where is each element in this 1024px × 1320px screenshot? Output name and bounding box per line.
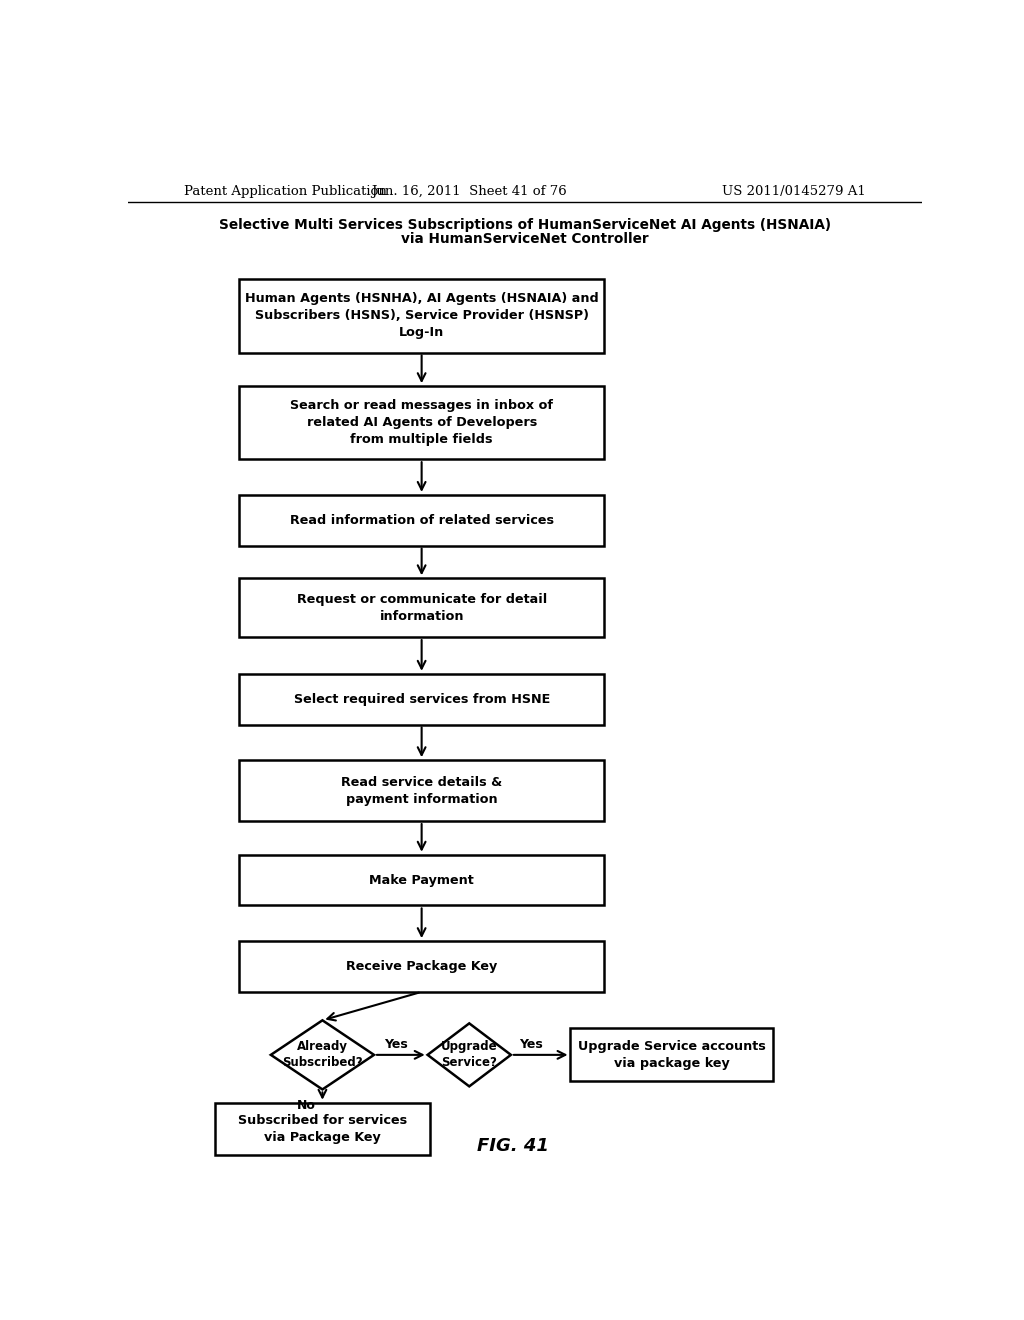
Text: Make Payment: Make Payment xyxy=(370,874,474,887)
Polygon shape xyxy=(270,1020,374,1089)
Text: Read service details &
payment information: Read service details & payment informati… xyxy=(341,776,502,805)
Text: Jun. 16, 2011  Sheet 41 of 76: Jun. 16, 2011 Sheet 41 of 76 xyxy=(372,185,567,198)
FancyBboxPatch shape xyxy=(239,385,604,459)
Text: Patent Application Publication: Patent Application Publication xyxy=(183,185,386,198)
Text: Upgrade
Service?: Upgrade Service? xyxy=(441,1040,498,1069)
Text: No: No xyxy=(297,1100,316,1113)
Text: Yes: Yes xyxy=(519,1039,543,1051)
Text: Human Agents (HSNHA), AI Agents (HSNAIA) and
Subscribers (HSNS), Service Provide: Human Agents (HSNHA), AI Agents (HSNAIA)… xyxy=(245,293,598,339)
Text: Already
Subscribed?: Already Subscribed? xyxy=(283,1040,362,1069)
Text: Read information of related services: Read information of related services xyxy=(290,513,554,527)
Text: Request or communicate for detail
information: Request or communicate for detail inform… xyxy=(297,593,547,623)
FancyBboxPatch shape xyxy=(239,760,604,821)
Text: FIG. 41: FIG. 41 xyxy=(477,1138,549,1155)
FancyBboxPatch shape xyxy=(239,854,604,906)
Text: Subscribed for services
via Package Key: Subscribed for services via Package Key xyxy=(238,1114,407,1144)
Text: US 2011/0145279 A1: US 2011/0145279 A1 xyxy=(722,185,866,198)
Text: Select required services from HSNE: Select required services from HSNE xyxy=(294,693,550,706)
FancyBboxPatch shape xyxy=(239,578,604,638)
FancyBboxPatch shape xyxy=(239,941,604,991)
Text: Yes: Yes xyxy=(384,1039,409,1051)
Text: Receive Package Key: Receive Package Key xyxy=(346,960,498,973)
FancyBboxPatch shape xyxy=(239,673,604,725)
FancyBboxPatch shape xyxy=(215,1102,430,1155)
Text: via HumanServiceNet Controller: via HumanServiceNet Controller xyxy=(401,232,648,246)
Text: Upgrade Service accounts
via package key: Upgrade Service accounts via package key xyxy=(578,1040,766,1071)
FancyBboxPatch shape xyxy=(570,1028,773,1081)
FancyBboxPatch shape xyxy=(239,495,604,545)
FancyBboxPatch shape xyxy=(239,280,604,352)
Text: Selective Multi Services Subscriptions of HumanServiceNet AI Agents (HSNAIA): Selective Multi Services Subscriptions o… xyxy=(219,219,830,232)
Polygon shape xyxy=(428,1023,511,1086)
Text: Search or read messages in inbox of
related AI Agents of Developers
from multipl: Search or read messages in inbox of rela… xyxy=(290,399,553,446)
